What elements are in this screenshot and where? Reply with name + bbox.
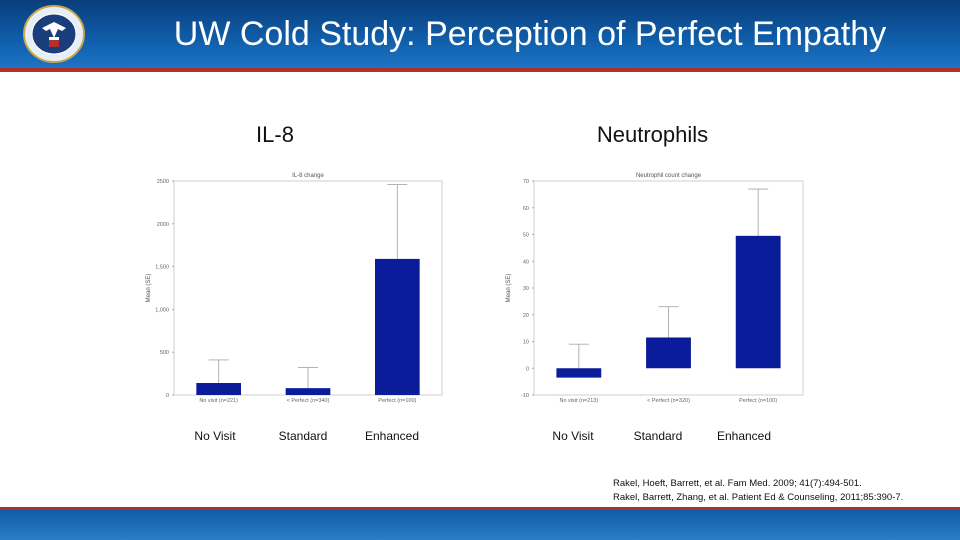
bar-1	[646, 337, 691, 369]
category-label-standard-il8: Standard	[278, 429, 328, 443]
slide-footer	[0, 510, 960, 540]
x-tick-label: Perfect (n=100)	[378, 398, 416, 404]
y-tick-label: 1,500	[155, 265, 169, 271]
bar-0	[556, 368, 602, 378]
y-tick-label: 20	[523, 313, 529, 319]
y-tick-label: 1,000	[155, 307, 169, 313]
citation-2: Rakel, Barrett, Zhang, et al. Patient Ed…	[613, 492, 904, 503]
bar-0	[196, 383, 241, 395]
y-tick-label: 2500	[157, 179, 169, 185]
y-tick-label: -10	[521, 393, 529, 399]
y-tick-label: 30	[523, 286, 529, 292]
y-tick-label: 500	[160, 350, 169, 356]
y-tick-label: 2000	[157, 222, 169, 228]
header-accent-rule	[0, 68, 960, 72]
x-tick-label: Perfect (n=100)	[739, 398, 777, 404]
x-tick-label: No visit (n=221)	[199, 398, 238, 404]
y-tick-label: 70	[523, 179, 529, 185]
y-tick-label: 60	[523, 206, 529, 212]
category-label-enhanced-il8: Enhanced	[364, 429, 420, 443]
y-axis-label: Mean (SE)	[506, 274, 512, 303]
bar-1	[285, 388, 331, 395]
il8-chart: IL-8 change Mean (SE) 0 500 1,000 1,500 2000 25…	[146, 173, 443, 404]
bar-2	[375, 258, 420, 395]
y-tick-label: 50	[523, 233, 529, 239]
citation-1: Rakel, Hoeft, Barrett, et al. Fam Med. 2…	[613, 478, 862, 489]
y-tick-label: 10	[523, 340, 529, 346]
chart-title: IL-8 change	[292, 173, 324, 179]
category-label-enhanced-neutrophils: Enhanced	[716, 429, 772, 443]
chart-heading-il8: IL-8	[256, 122, 294, 147]
bar-2	[735, 235, 781, 369]
x-tick-label: < Perfect (n=320)	[647, 398, 690, 404]
y-tick-label: 0	[526, 366, 529, 372]
va-seal-icon	[23, 5, 85, 63]
y-tick-label: 0	[166, 393, 169, 399]
category-label-no-visit-neutrophils: No Visit	[552, 429, 594, 443]
category-label-no-visit-il8: No Visit	[194, 429, 236, 443]
x-tick-label: No visit (n=213)	[559, 398, 598, 404]
x-tick-label: < Perfect (n=340)	[287, 398, 330, 404]
y-axis-label: Mean (SE)	[146, 274, 152, 303]
footer-accent-rule	[0, 507, 960, 510]
category-label-standard-neutrophils: Standard	[633, 429, 683, 443]
slide-title: UW Cold Study: Perception of Perfect Emp…	[173, 15, 887, 53]
neutrophil-chart: Neutrophil count change Mean (SE) -10 0 10 20…	[506, 173, 804, 404]
slide-header	[0, 0, 960, 68]
chart-heading-neutrophils: Neutrophils	[596, 122, 709, 147]
y-tick-label: 40	[523, 259, 529, 265]
chart-title: Neutrophil count change	[636, 173, 702, 179]
